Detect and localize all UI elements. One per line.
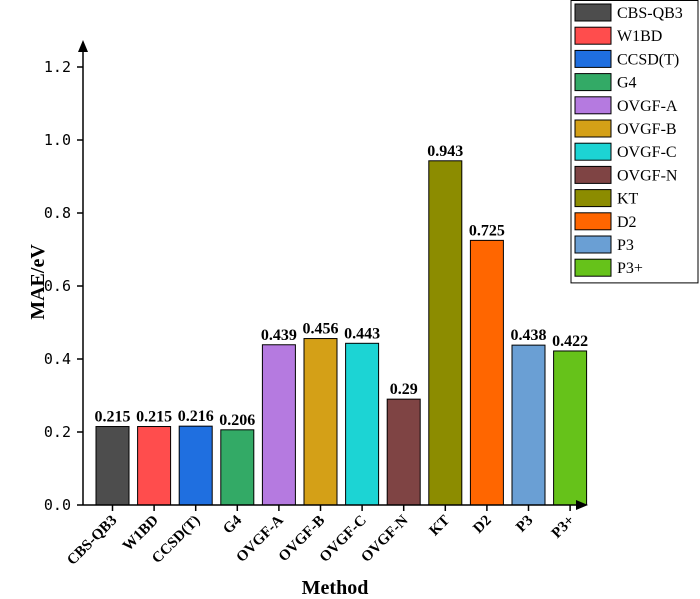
legend-label: OVGF-N <box>617 167 678 184</box>
legend-swatch <box>574 235 612 254</box>
data-label: 0.29 <box>390 381 418 398</box>
bar-ovgf-b <box>303 338 338 506</box>
legend-swatch <box>574 96 612 115</box>
bar-ccsd-t <box>178 425 213 506</box>
bar-w1bd <box>137 426 172 506</box>
legend-label: OVGF-A <box>617 98 678 115</box>
bar-g4 <box>220 429 255 506</box>
data-label: 0.456 <box>303 321 339 338</box>
x-tick-label: P3+ <box>549 513 578 542</box>
data-label: 0.438 <box>511 327 547 344</box>
legend-label: W1BD <box>617 28 662 45</box>
legend-swatch <box>574 49 612 68</box>
bar-ovgf-n <box>386 398 421 506</box>
y-axis-ticks: 0.0 0.2 0.4 0.6 0.8 1.0 1.2 <box>44 58 83 514</box>
x-axis-title: Method <box>302 577 369 599</box>
bar-kt <box>428 160 463 506</box>
y-tick-label: 0.2 <box>44 423 71 441</box>
bar-cbs-qb3 <box>95 426 130 506</box>
data-label: 0.443 <box>344 325 380 342</box>
legend-swatch <box>574 73 612 92</box>
y-tick-label: 0.0 <box>44 496 71 514</box>
x-tick-label: P3 <box>513 513 536 536</box>
bars: 0.215 0.215 0.216 0.206 0.439 0.456 0.443 0.29 0… <box>95 143 588 506</box>
legend-swatch <box>574 26 612 45</box>
x-tick-label: CBS-QB3 <box>64 513 120 569</box>
x-tick-label: G4 <box>220 512 245 537</box>
legend-swatch <box>574 212 612 231</box>
legend-label: G4 <box>617 75 637 92</box>
legend: CBS-QB3 W1BD CCSD(T) G4 OVGF-A OVGF-B OVGF-C OV… <box>570 0 699 284</box>
y-tick-label: 0.6 <box>44 277 71 295</box>
y-tick-label: 0.8 <box>44 204 71 222</box>
legend-label: OVGF-B <box>617 121 677 138</box>
y-tick-label: 1.2 <box>44 58 71 76</box>
legend-label: P3 <box>617 237 634 254</box>
bar-ovgf-a <box>261 344 296 506</box>
legend-label: KT <box>617 191 639 208</box>
legend-label: P3+ <box>617 260 643 277</box>
y-tick-label: 0.4 <box>44 350 71 368</box>
data-label: 0.439 <box>261 327 297 344</box>
bar-p3 <box>511 344 546 506</box>
legend-box <box>570 0 699 284</box>
data-label: 0.215 <box>136 409 172 426</box>
y-axis-title: MAE/eV <box>27 244 49 320</box>
legend-label: D2 <box>617 214 637 231</box>
bar-p3 <box>553 350 588 506</box>
legend-swatch <box>574 119 612 138</box>
legend-label: OVGF-C <box>617 144 677 161</box>
x-tick-label: D2 <box>470 513 494 537</box>
legend-swatch <box>574 142 612 161</box>
data-label: 0.206 <box>219 412 255 429</box>
legend-swatch <box>574 258 612 277</box>
legend-swatch <box>574 189 612 208</box>
x-axis-arrow <box>576 500 588 510</box>
data-label: 0.943 <box>427 143 463 160</box>
legend-label: CBS-QB3 <box>617 5 683 22</box>
legend-swatch <box>574 3 612 22</box>
x-tick-label: KT <box>426 513 453 540</box>
y-tick-label: 1.0 <box>44 131 71 149</box>
data-label: 0.216 <box>178 408 214 425</box>
data-label: 0.215 <box>95 409 131 426</box>
legend-swatch <box>574 165 612 184</box>
legend-label: CCSD(T) <box>617 51 679 68</box>
bar-ovgf-c <box>345 342 380 506</box>
data-label: 0.725 <box>469 222 505 239</box>
data-label: 0.422 <box>552 333 588 350</box>
bar-d2 <box>469 239 504 506</box>
y-axis-arrow <box>78 40 88 52</box>
